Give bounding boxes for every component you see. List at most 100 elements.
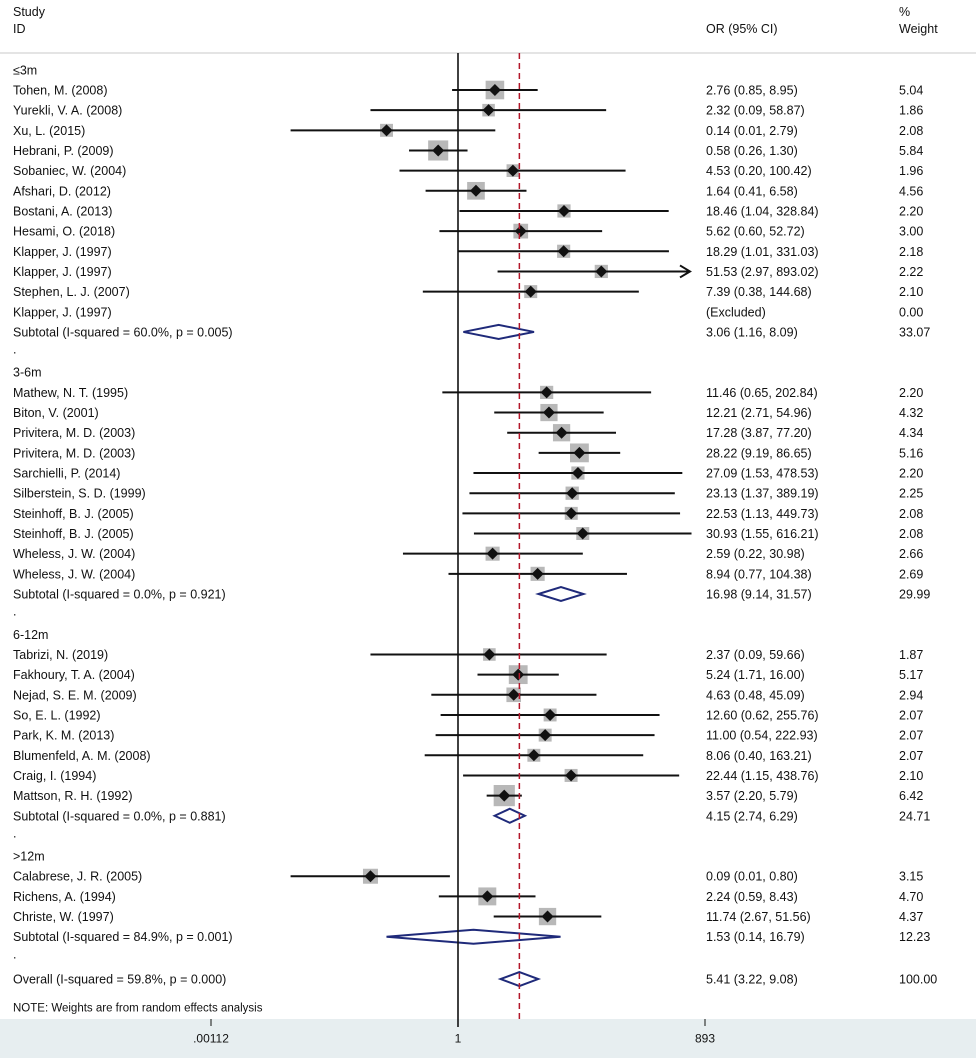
study-weight: 4.37 [899, 910, 923, 924]
study-or-ci: 3.57 (2.20, 5.79) [706, 789, 798, 803]
study-label: Calabrese, J. R. (2005) [13, 870, 142, 884]
point-estimate [542, 406, 555, 419]
axis-band [0, 1019, 976, 1058]
point-estimate [557, 204, 570, 217]
study-label: Steinhoff, B. J. (2005) [13, 527, 134, 541]
study-label: Mathew, N. T. (1995) [13, 386, 128, 400]
study-or-ci: 51.53 (2.97, 893.02) [706, 265, 819, 279]
subtotal-diamond [463, 323, 535, 340]
point-estimate [507, 688, 520, 701]
subtotal-diamond [492, 807, 528, 824]
study-or-ci: 11.00 (0.54, 222.93) [706, 729, 818, 743]
subtotal-label: Subtotal (I-squared = 60.0%, p = 0.005) [13, 325, 233, 339]
study-weight: 1.87 [899, 648, 923, 662]
study-weight: 2.69 [899, 567, 923, 581]
subtotal-diamond [535, 585, 587, 603]
point-estimate [488, 84, 501, 96]
weight-header-line1: % [899, 5, 911, 19]
study-label: Klapper, J. (1997) [13, 305, 112, 319]
study-weight: 2.10 [899, 769, 923, 783]
study-label: Afshari, D. (2012) [13, 184, 111, 198]
study-label: Christe, W. (1997) [13, 910, 114, 924]
study-weight: 2.07 [899, 708, 923, 722]
study-or-ci: 30.93 (1.55, 616.21) [706, 527, 819, 541]
study-label: Mattson, R. H. (1992) [13, 789, 133, 803]
subtotal-label: Subtotal (I-squared = 84.9%, p = 0.001) [13, 930, 233, 944]
point-estimate [566, 487, 579, 500]
study-weight: 1.86 [899, 104, 923, 118]
point-estimate [483, 648, 496, 661]
study-weight: 4.56 [899, 184, 923, 198]
point-estimate [482, 104, 495, 117]
point-estimate [432, 144, 445, 157]
subtotal-weight: 12.23 [899, 930, 930, 944]
study-or-ci: 2.76 (0.85, 8.95) [706, 84, 798, 98]
subtotal-diamond [386, 928, 561, 945]
study-label: Privitera, M. D. (2003) [13, 426, 135, 440]
subtotal-weight: 33.07 [899, 325, 930, 339]
group-label: ≤3m [13, 63, 37, 77]
study-or-ci: 27.09 (1.53, 478.53) [706, 467, 819, 481]
study-weight: 2.20 [899, 386, 923, 400]
study-label: So, E. L. (1992) [13, 708, 101, 722]
study-header-line2: ID [13, 22, 26, 36]
study-weight: 2.08 [899, 507, 923, 521]
point-estimate [539, 729, 552, 742]
study-label: Privitera, M. D. (2003) [13, 446, 135, 460]
study-weight: 2.22 [899, 265, 923, 279]
study-weight: 2.10 [899, 285, 923, 299]
study-or-ci: 5.24 (1.71, 16.00) [706, 668, 805, 682]
study-weight: 5.16 [899, 446, 923, 460]
subtotal-label: Subtotal (I-squared = 0.0%, p = 0.881) [13, 809, 226, 823]
study-or-ci: 2.24 (0.59, 8.43) [706, 890, 798, 904]
subtotal-or-ci: 16.98 (9.14, 31.57) [706, 588, 812, 602]
study-or-ci: 22.53 (1.13, 449.73) [706, 507, 819, 521]
study-or-ci: 2.37 (0.09, 59.66) [706, 648, 805, 662]
study-or-ci: 11.74 (2.67, 51.56) [706, 910, 811, 924]
study-weight: 6.42 [899, 789, 923, 803]
point-estimate [527, 749, 540, 762]
study-weight: 4.32 [899, 406, 923, 420]
study-or-ci: 2.32 (0.09, 58.87) [706, 104, 805, 118]
study-label: Hesami, O. (2018) [13, 225, 115, 239]
study-or-ci: 17.28 (3.87, 77.20) [706, 426, 812, 440]
study-label: Bostani, A. (2013) [13, 204, 112, 218]
ci-arrow [679, 264, 692, 279]
group-label: >12m [13, 850, 45, 864]
study-weight: 2.25 [899, 487, 923, 501]
study-weight: 4.34 [899, 426, 923, 440]
study-label: Klapper, J. (1997) [13, 265, 112, 279]
study-or-ci: 4.53 (0.20, 100.42) [706, 164, 812, 178]
point-estimate [531, 567, 544, 580]
point-estimate [555, 426, 568, 439]
study-or-ci: 8.06 (0.40, 163.21) [706, 749, 812, 763]
study-label: Klapper, J. (1997) [13, 245, 112, 259]
subtotal-or-ci: 3.06 (1.16, 8.09) [706, 325, 798, 339]
study-label: Biton, V. (2001) [13, 406, 99, 420]
group-label: 3-6m [13, 366, 41, 380]
study-weight: 2.07 [899, 749, 923, 763]
overall-diamond [497, 970, 542, 988]
study-label: Hebrani, P. (2009) [13, 144, 114, 158]
study-or-ci: 0.58 (0.26, 1.30) [706, 144, 798, 158]
point-estimate [506, 164, 519, 177]
point-estimate [514, 225, 527, 238]
point-estimate [576, 527, 589, 540]
point-estimate [541, 910, 554, 923]
subtotal-label: Subtotal (I-squared = 0.0%, p = 0.921) [13, 588, 226, 602]
overall-label: Overall (I-squared = 59.8%, p = 0.000) [13, 973, 226, 987]
study-label: Wheless, J. W. (2004) [13, 547, 135, 561]
study-label: Silberstein, S. D. (1999) [13, 487, 146, 501]
study-label: Craig, I. (1994) [13, 769, 96, 783]
study-weight: 2.20 [899, 204, 923, 218]
study-header-line1: Study [13, 5, 45, 19]
study-label: Fakhoury, T. A. (2004) [13, 668, 135, 682]
study-label: Tohen, M. (2008) [13, 84, 108, 98]
subtotal-weight: 29.99 [899, 588, 930, 602]
study-weight: 3.15 [899, 870, 923, 884]
study-or-ci: 22.44 (1.15, 438.76) [706, 769, 819, 783]
point-estimate [565, 769, 578, 782]
study-weight: 5.04 [899, 84, 923, 98]
study-or-ci: 0.14 (0.01, 2.79) [706, 124, 798, 138]
